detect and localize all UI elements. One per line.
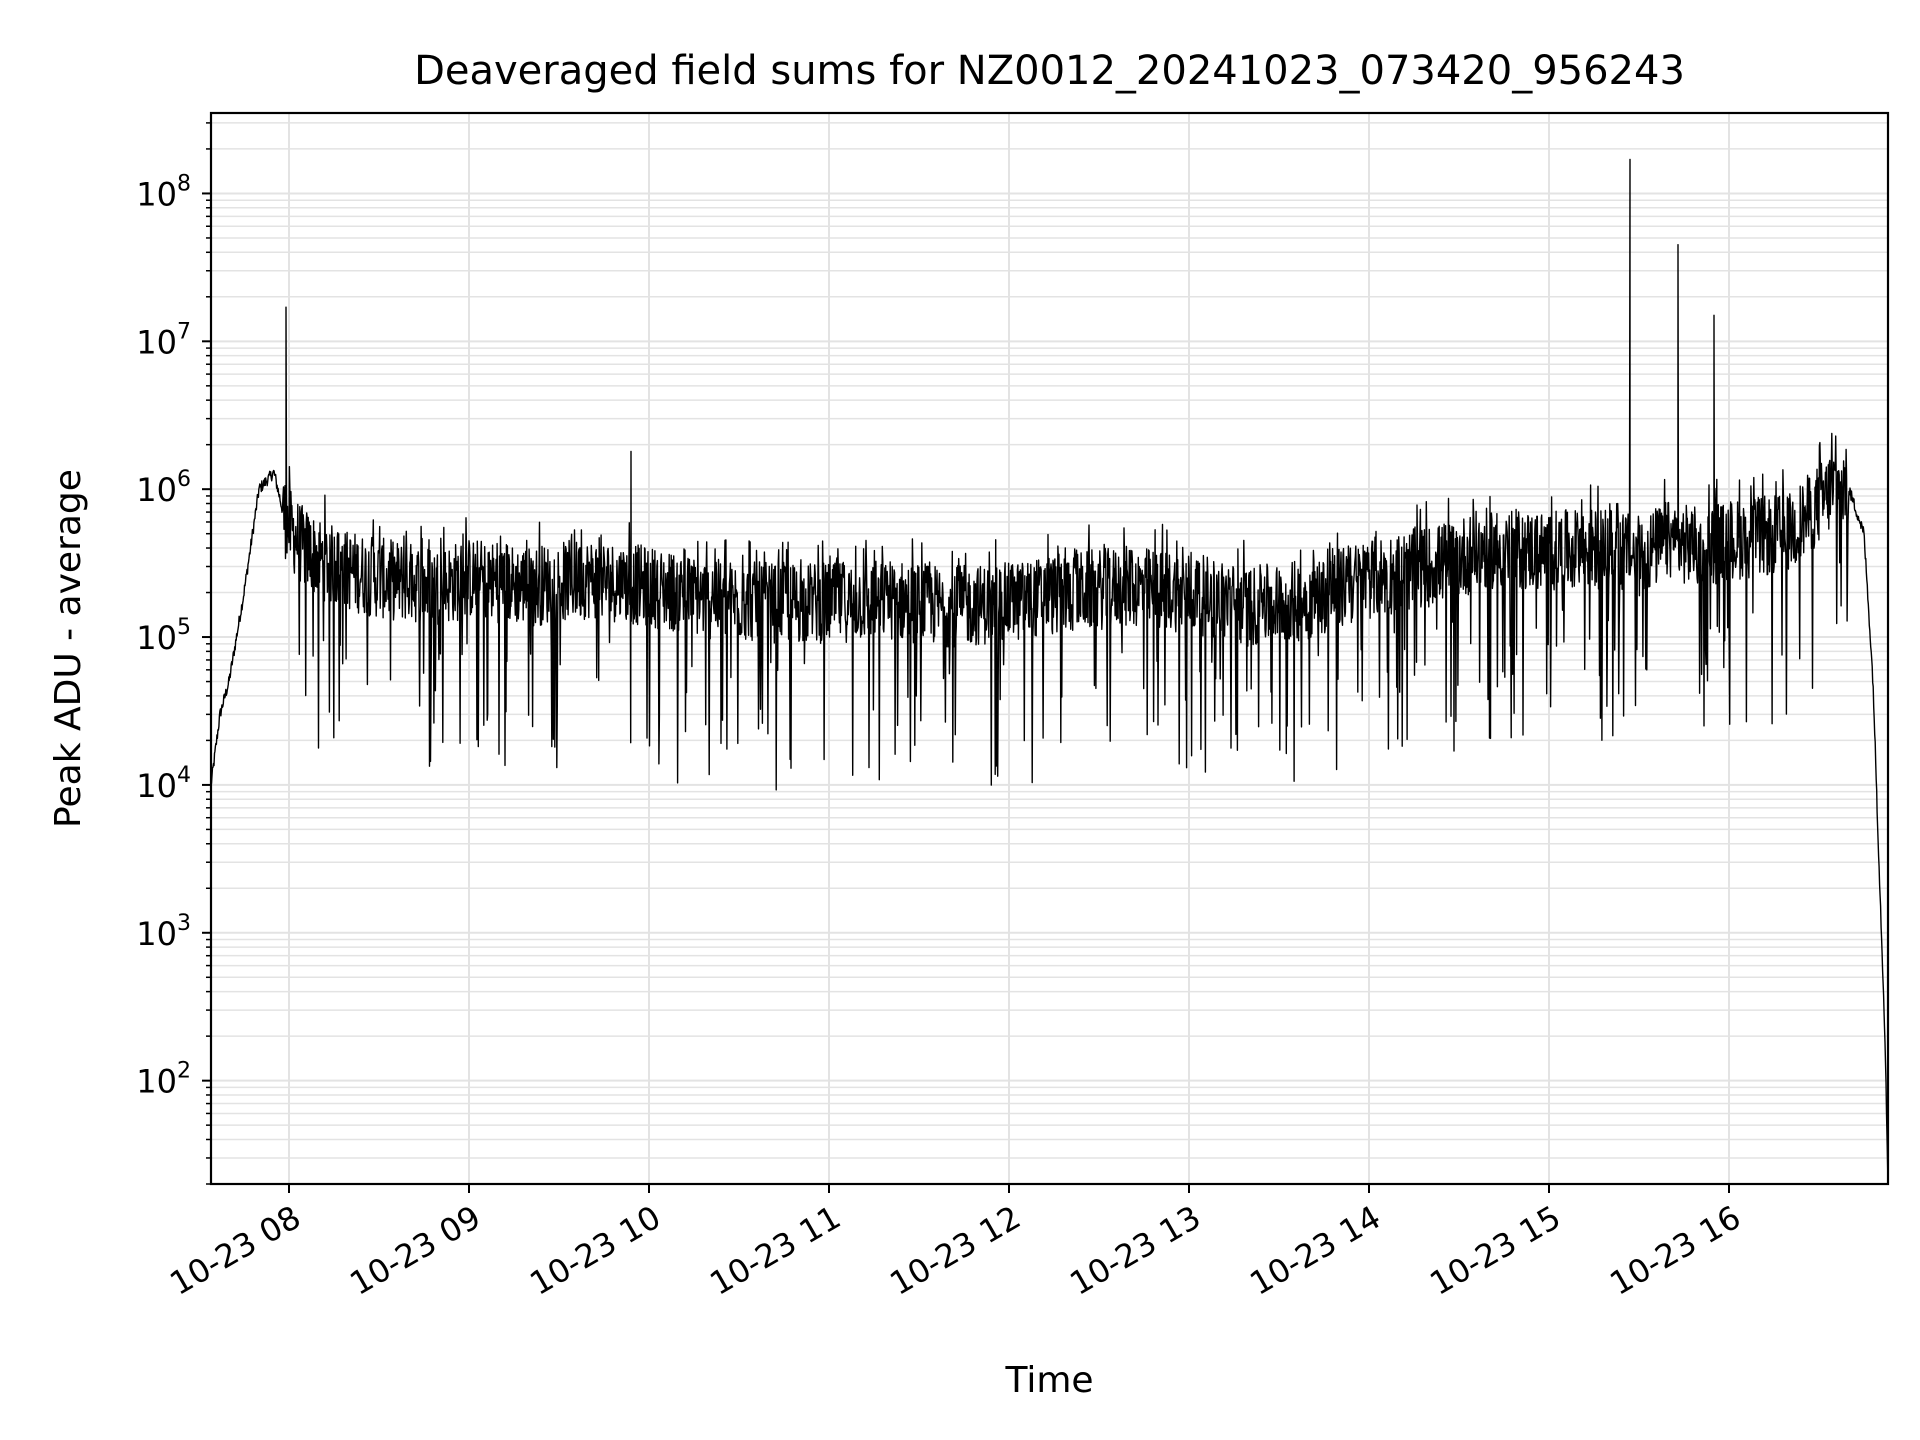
chart-title: Deaveraged field sums for NZ0012_2024102… [414,48,1685,94]
y-tick-label: 102 [136,1059,191,1101]
y-axis: 102 103 104 105 106 107 108 [136,122,211,1185]
series-line [210,158,1889,1185]
y-tick-label: 107 [136,319,191,361]
y-axis-label: Peak ADU - average [48,469,89,828]
y-tick-label: 106 [136,467,191,509]
x-axis-label: Time [1004,1360,1093,1401]
y-tick-label: 105 [136,615,191,657]
plot-area-frame [209,111,1890,1186]
y-tick-label: 103 [136,911,191,953]
y-tick-label: 108 [136,171,191,213]
major-gridlines [211,113,1888,1184]
y-tick-label: 104 [136,763,191,805]
